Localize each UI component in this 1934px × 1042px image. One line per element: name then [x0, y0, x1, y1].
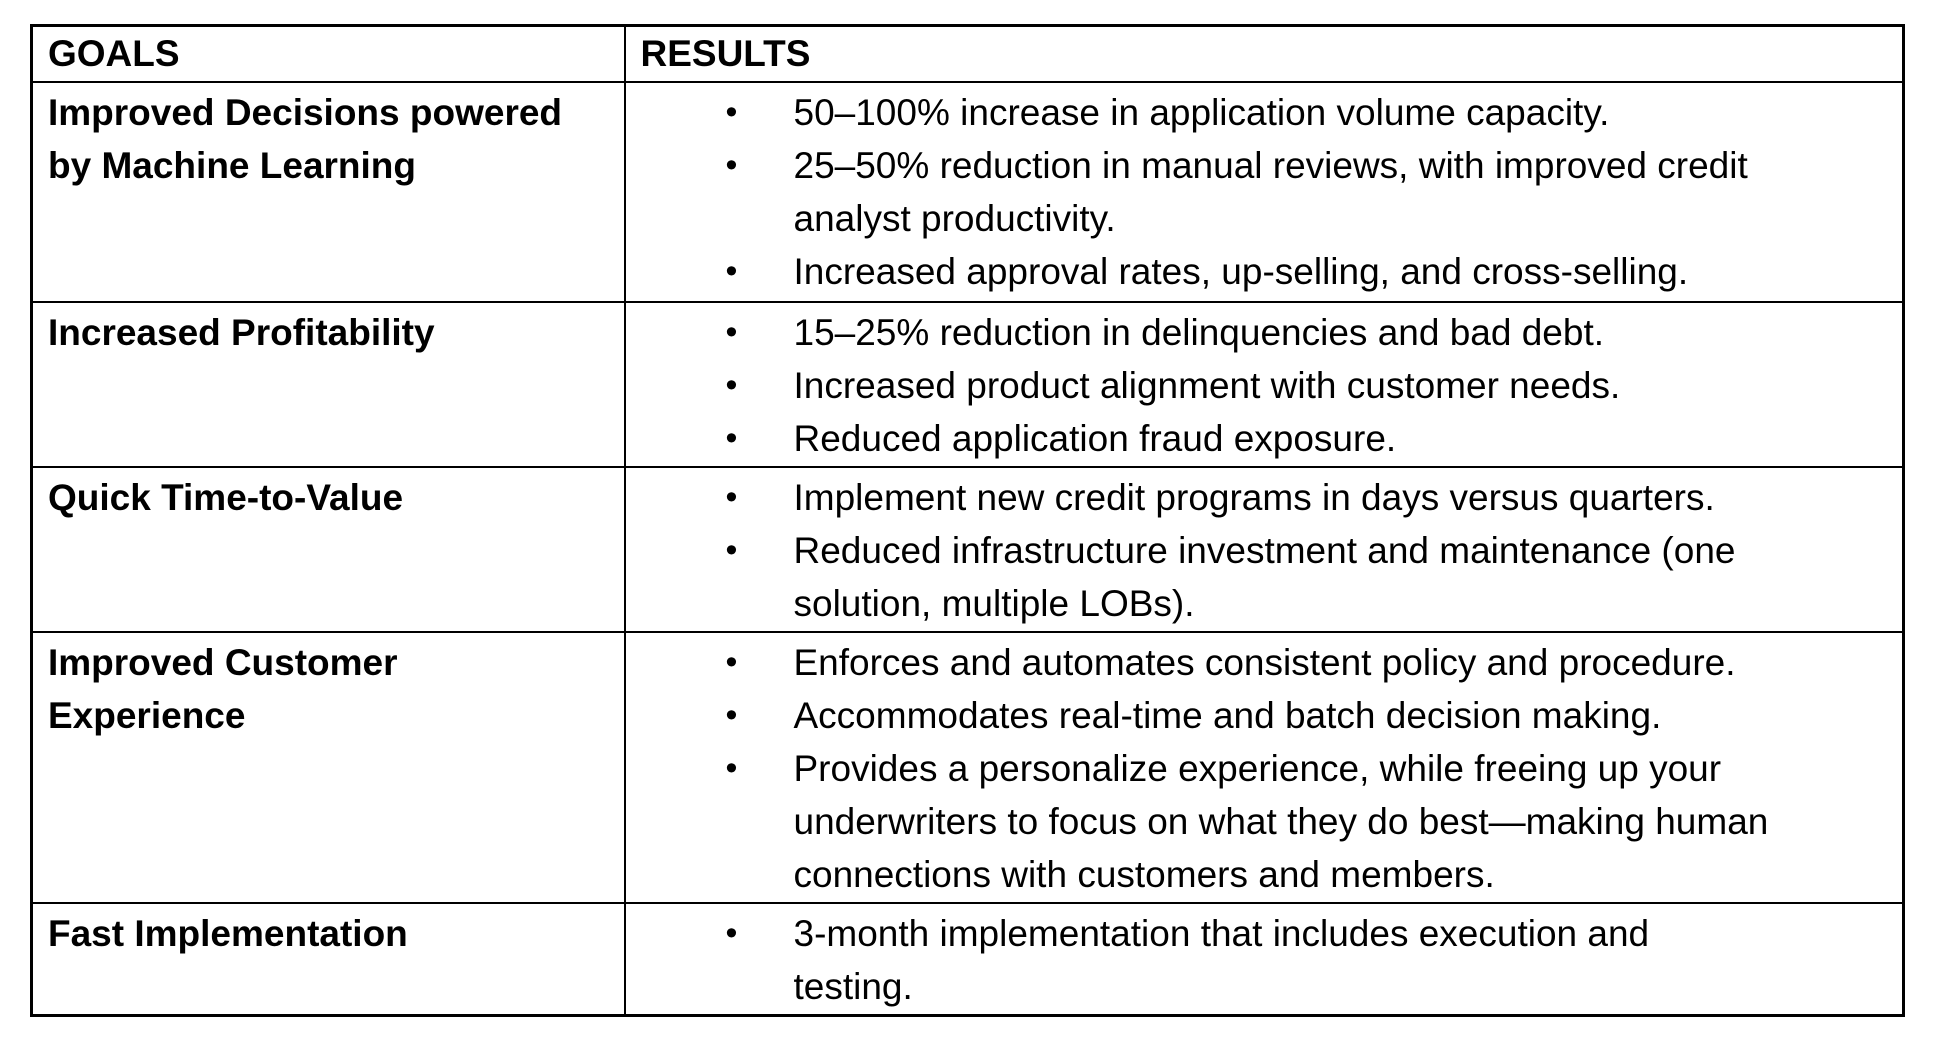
goal-cell: Improved Customer Experience [30, 630, 626, 904]
table-row: Improved Decisions powered by Machine Le… [30, 80, 1905, 303]
list-item: • Accommodates real-time and batch decis… [626, 689, 1895, 742]
column-header-goals: GOALS [30, 24, 626, 83]
goal-cell: Improved Decisions powered by Machine Le… [30, 80, 626, 303]
bullet-icon: • [725, 251, 738, 290]
list-item: • 25–50% reduction in manual reviews, wi… [626, 139, 1895, 245]
table-row: Improved Customer Experience • Enforces … [30, 630, 1905, 904]
result-text: Reduced infrastructure investment and ma… [793, 529, 1736, 624]
result-text: Implement new credit programs in days ve… [793, 476, 1715, 518]
list-item: • Increased product alignment with custo… [626, 359, 1895, 412]
result-text: 3-month implementation that includes exe… [793, 912, 1650, 1007]
bullet-icon: • [725, 530, 738, 569]
results-cell: • 50–100% increase in application volume… [623, 80, 1905, 303]
list-item: • 3-month implementation that includes e… [626, 907, 1895, 1013]
list-item: • Provides a personalize experience, whi… [626, 742, 1895, 901]
result-text: Enforces and automates consistent policy… [793, 641, 1736, 683]
results-cell: • Enforces and automates consistent poli… [623, 630, 1905, 904]
goals-results-table: GOALS RESULTS Improved Decisions powered… [30, 24, 1905, 1017]
bullet-icon: • [725, 642, 738, 681]
list-item: • 15–25% reduction in delinquencies and … [626, 306, 1895, 359]
table-row: Quick Time-to-Value • Implement new cred… [30, 465, 1905, 633]
results-list: • 3-month implementation that includes e… [626, 904, 1903, 1014]
bullet-icon: • [725, 695, 738, 734]
list-item: • Enforces and automates consistent poli… [626, 636, 1895, 689]
list-item: • Reduced infrastructure investment and … [626, 524, 1895, 630]
results-list: • Implement new credit programs in days … [626, 468, 1903, 631]
list-item: • Increased approval rates, up-selling, … [626, 245, 1895, 298]
goal-cell: Increased Profitability [30, 300, 626, 468]
goals-results-table-container: GOALS RESULTS Improved Decisions powered… [30, 24, 1905, 1017]
result-text: Reduced application fraud exposure. [793, 417, 1397, 459]
table-row: Increased Profitability • 15–25% reducti… [30, 300, 1905, 468]
results-list: • Enforces and automates consistent poli… [626, 633, 1903, 902]
result-text: Increased product alignment with custome… [793, 364, 1621, 406]
result-text: Accommodates real-time and batch decisio… [793, 694, 1662, 736]
result-text: 25–50% reduction in manual reviews, with… [793, 144, 1748, 239]
list-item: • 50–100% increase in application volume… [626, 86, 1895, 139]
bullet-icon: • [725, 145, 738, 184]
bullet-icon: • [725, 312, 738, 351]
bullet-icon: • [725, 92, 738, 131]
result-text: Provides a personalize experience, while… [793, 747, 1769, 895]
table-row: Fast Implementation • 3-month implementa… [30, 901, 1905, 1016]
table-header-row: GOALS RESULTS [30, 24, 1905, 83]
results-list: • 15–25% reduction in delinquencies and … [626, 303, 1903, 466]
goal-cell: Fast Implementation [30, 901, 626, 1016]
results-list: • 50–100% increase in application volume… [626, 83, 1903, 299]
bullet-icon: • [725, 748, 738, 787]
goal-cell: Quick Time-to-Value [30, 465, 626, 633]
bullet-icon: • [725, 477, 738, 516]
column-header-results: RESULTS [623, 24, 1905, 83]
results-cell: • Implement new credit programs in days … [623, 465, 1905, 633]
bullet-icon: • [725, 913, 738, 952]
list-item: • Implement new credit programs in days … [626, 471, 1895, 524]
list-item: • Reduced application fraud exposure. [626, 412, 1895, 465]
result-text: Increased approval rates, up-selling, an… [793, 250, 1689, 292]
bullet-icon: • [725, 418, 738, 457]
results-cell: • 3-month implementation that includes e… [623, 901, 1905, 1016]
result-text: 15–25% reduction in delinquencies and ba… [793, 311, 1605, 353]
bullet-icon: • [725, 365, 738, 404]
results-cell: • 15–25% reduction in delinquencies and … [623, 300, 1905, 468]
result-text: 50–100% increase in application volume c… [793, 91, 1610, 133]
